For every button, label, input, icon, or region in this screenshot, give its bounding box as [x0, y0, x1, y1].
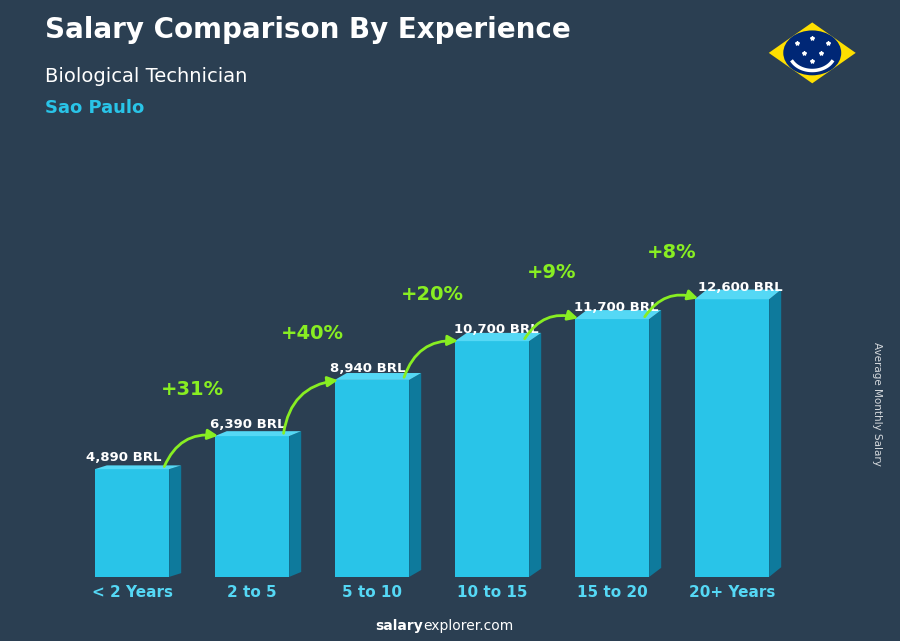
Text: +40%: +40%: [281, 324, 344, 343]
Circle shape: [783, 30, 842, 76]
Text: +31%: +31%: [160, 380, 223, 399]
Polygon shape: [289, 431, 302, 577]
Text: 12,600 BRL: 12,600 BRL: [698, 281, 783, 294]
Text: 10,700 BRL: 10,700 BRL: [454, 323, 538, 336]
Polygon shape: [695, 290, 781, 299]
Polygon shape: [575, 310, 662, 319]
Bar: [215, 436, 289, 577]
Bar: [575, 319, 649, 577]
Polygon shape: [94, 465, 181, 469]
Bar: [94, 469, 169, 577]
Text: Sao Paulo: Sao Paulo: [45, 99, 144, 117]
Text: +20%: +20%: [400, 285, 464, 304]
Text: salary: salary: [375, 619, 423, 633]
Text: +8%: +8%: [647, 243, 697, 262]
Text: Biological Technician: Biological Technician: [45, 67, 248, 87]
Polygon shape: [335, 373, 421, 380]
Text: 6,390 BRL: 6,390 BRL: [210, 418, 285, 431]
Text: 11,700 BRL: 11,700 BRL: [573, 301, 658, 314]
Polygon shape: [169, 465, 181, 577]
Text: explorer.com: explorer.com: [423, 619, 513, 633]
Polygon shape: [649, 310, 662, 577]
Text: 8,940 BRL: 8,940 BRL: [330, 362, 406, 374]
Text: Salary Comparison By Experience: Salary Comparison By Experience: [45, 16, 571, 44]
Bar: [695, 299, 770, 577]
Text: Average Monthly Salary: Average Monthly Salary: [872, 342, 883, 466]
Polygon shape: [215, 431, 302, 436]
Polygon shape: [769, 22, 856, 83]
Polygon shape: [529, 333, 541, 577]
Bar: [335, 380, 410, 577]
Polygon shape: [410, 373, 421, 577]
Polygon shape: [454, 333, 541, 341]
Text: +9%: +9%: [527, 263, 577, 282]
Bar: [454, 341, 529, 577]
Polygon shape: [770, 290, 781, 577]
Text: 4,890 BRL: 4,890 BRL: [86, 451, 162, 464]
